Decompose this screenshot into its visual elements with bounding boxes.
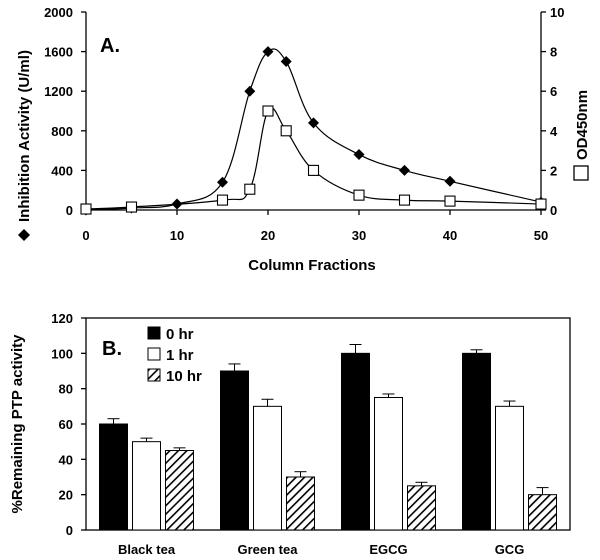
- od450-data-point: [353, 189, 365, 201]
- legend-label: 1 hr: [166, 347, 194, 364]
- panel-a-right-tick-label: 0: [550, 203, 557, 218]
- bar-10-hr: [286, 476, 315, 531]
- panel-b-category-label: Black tea: [118, 542, 176, 557]
- bar-1-hr: [495, 405, 524, 531]
- panel-a-right-tick-label: 8: [550, 45, 557, 60]
- panel-a-left-tick-label: 0: [66, 203, 73, 218]
- panel-a-label: A.: [100, 35, 120, 57]
- panel-b-y-tick-label: 80: [59, 382, 73, 397]
- panel-a-series: [80, 46, 547, 216]
- panel-a-x-axis-title: Column Fractions: [248, 257, 376, 274]
- bar-0-hr: [99, 423, 128, 531]
- od450-data-point: [262, 105, 274, 117]
- series-line-inhibition: [85, 48, 542, 211]
- od450-data-point: [444, 195, 456, 207]
- panel-a-left-tick-label: 2000: [44, 5, 73, 20]
- inhibition-data-point: [353, 149, 365, 161]
- panel-b-category-label: Green tea: [238, 542, 299, 557]
- legend-label: 10 hr: [166, 368, 202, 385]
- inhibition-data-point: [444, 175, 456, 187]
- panel-a-x-tick-label: 10: [170, 228, 184, 243]
- bar-10-hr: [407, 485, 436, 531]
- panel-a-right-tick-label: 10: [550, 5, 564, 20]
- od450-data-point: [80, 203, 92, 215]
- bar-10-hr: [528, 494, 557, 531]
- od450-data-point: [535, 198, 547, 210]
- od450-data-point: [398, 194, 411, 206]
- open-square-icon: [573, 165, 589, 181]
- panel-b-legend: 0 hr 1 hr 10 hr: [147, 326, 202, 385]
- bar-0-hr: [341, 352, 370, 531]
- inhibition-data-point: [217, 176, 228, 188]
- panel-a-x-tick-label: 0: [82, 228, 89, 243]
- panel-a-x-tick-label: 20: [261, 228, 275, 243]
- inhibition-data-point: [262, 46, 274, 58]
- panel-a-right-tick-label: 2: [550, 163, 557, 178]
- panel-b-y-tick-label: 120: [51, 311, 73, 326]
- inhibition-data-point: [280, 56, 292, 67]
- panel-b-y-tick-label: 100: [51, 346, 73, 361]
- bar-1-hr: [132, 441, 161, 531]
- panel-a-x-tick-label: 50: [534, 228, 548, 243]
- panel-a-right-tick-label: 6: [550, 84, 557, 99]
- panel-b-y-tick-label: 0: [66, 523, 73, 538]
- od450-data-point: [244, 183, 256, 195]
- panel-b-y-axis-title: %Remaining PTP activity: [9, 334, 26, 514]
- right-axis-title-text: OD450nm: [574, 90, 591, 160]
- panel-b-category-label: EGCG: [369, 542, 407, 557]
- bar-1-hr: [374, 397, 403, 531]
- inhibition-data-point: [308, 117, 319, 129]
- od450-data-point: [216, 194, 229, 206]
- od450-data-point: [125, 201, 138, 213]
- bar-0-hr: [462, 352, 491, 531]
- panel-a-right-tick-label: 4: [550, 124, 558, 139]
- panel-a-x-tick-label: 30: [352, 228, 366, 243]
- panel-a-left-axis-title: Inhibition Activity (U/ml): [16, 50, 33, 241]
- bar-0-hr: [220, 370, 249, 531]
- panel-a-left-tick-label: 1600: [44, 45, 73, 60]
- panel-b-y-tick-label: 60: [59, 417, 73, 432]
- panel-b-label: B.: [102, 338, 122, 360]
- panel-a-right-axis-title: OD450nm: [573, 90, 591, 181]
- bar-1-hr: [253, 405, 282, 531]
- filled-diamond-icon: [18, 229, 30, 241]
- inhibition-data-point: [244, 85, 256, 97]
- panel-b-y-tick-label: 40: [59, 452, 73, 467]
- od450-data-point: [307, 164, 320, 176]
- od450-data-point: [280, 125, 292, 137]
- left-axis-title-text: Inhibition Activity (U/ml): [16, 50, 33, 222]
- bar-10-hr: [165, 450, 194, 531]
- inhibition-data-point: [399, 164, 410, 176]
- panel-b-bars: [99, 344, 557, 531]
- legend-swatch: [147, 368, 161, 382]
- legend-swatch: [147, 347, 161, 361]
- panel-a-left-tick-label: 800: [51, 124, 73, 139]
- panel-b-y-tick-label: 20: [59, 488, 73, 503]
- panel-b-bar-chart: 0 20 40 60 80 100 120 Black tea Green tea EGCG GCG…: [9, 311, 571, 557]
- panel-a-left-tick-label: 1200: [44, 84, 73, 99]
- legend-label: 0 hr: [166, 326, 194, 343]
- panel-a-left-tick-label: 400: [51, 163, 73, 178]
- panel-b-category-label: GCG: [495, 542, 525, 557]
- legend-swatch: [147, 326, 161, 340]
- panel-b-axes: 0 20 40 60 80 100 120 Black tea Green tea EGCG GCG: [51, 311, 571, 557]
- panel-a-x-tick-label: 40: [443, 228, 457, 243]
